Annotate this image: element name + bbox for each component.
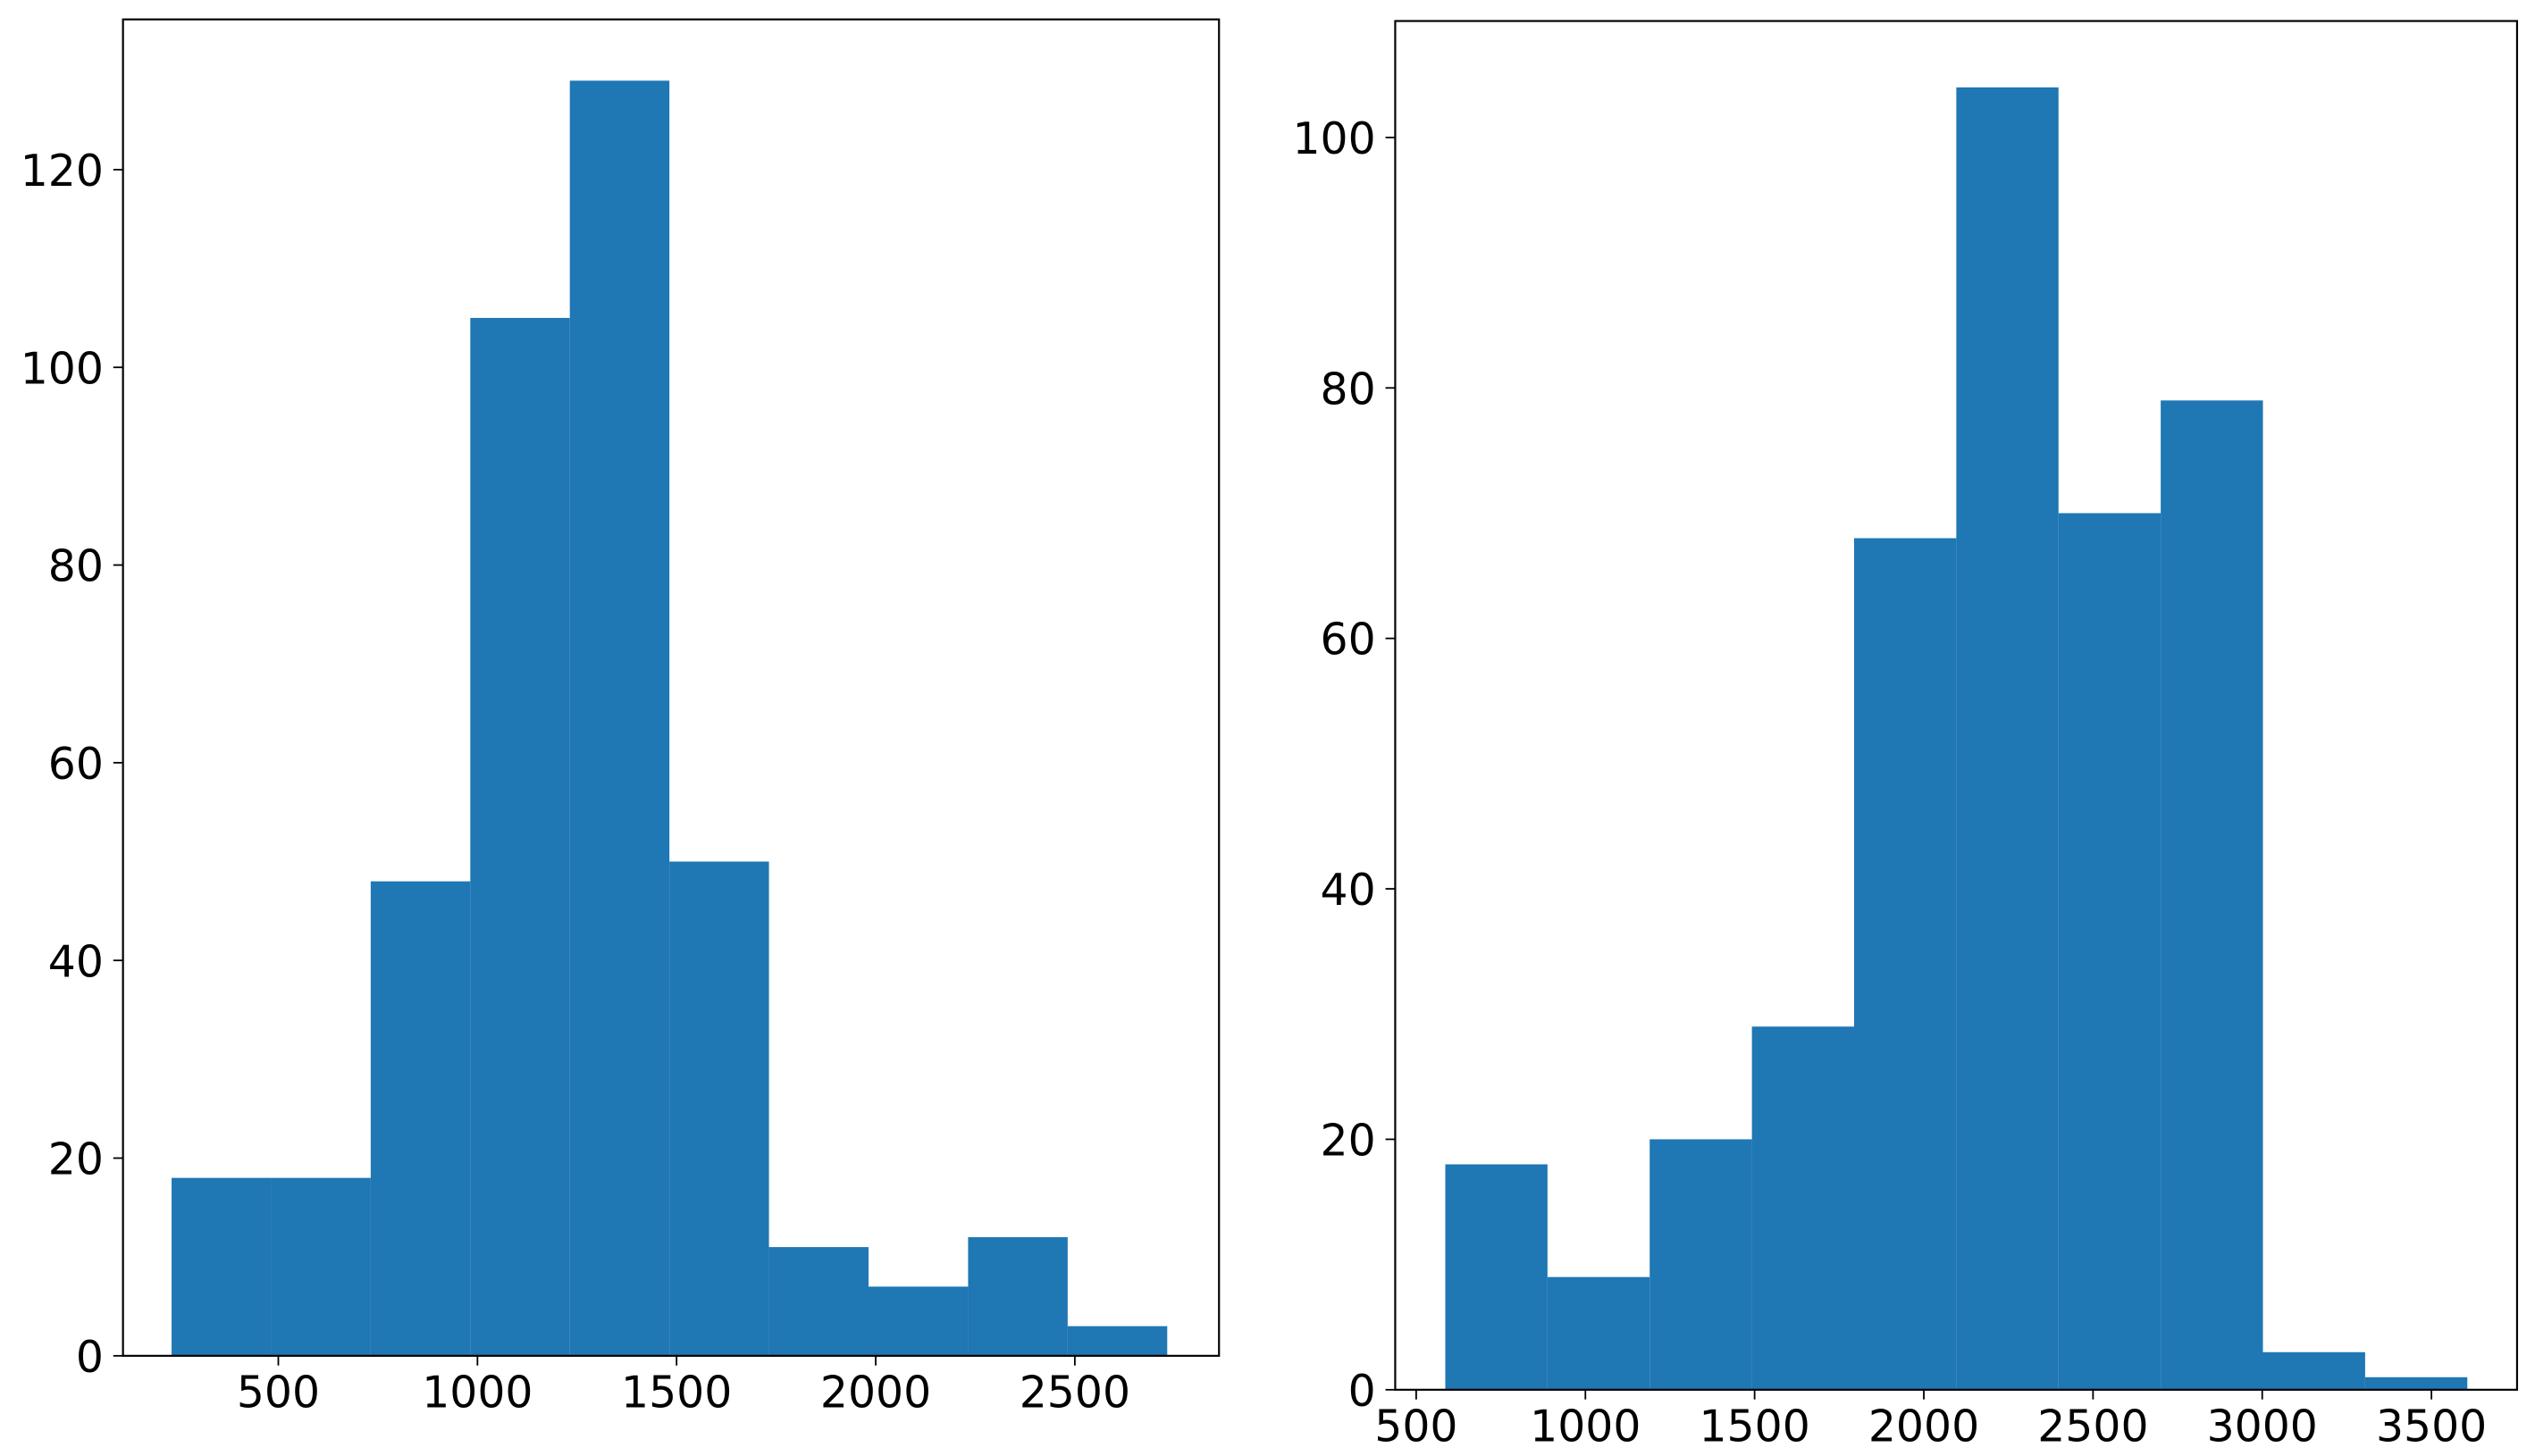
x-tick-label: 500 [237,1368,320,1418]
y-tick-label: 60 [1321,615,1376,665]
axes-frame [122,18,1221,1357]
x-tick-label: 2000 [1868,1402,1979,1452]
bar [2058,513,2161,1390]
bar [470,317,570,1356]
y-tick-label: 20 [48,1134,104,1185]
bar [2262,1351,2365,1390]
y-tick-label: 20 [1321,1116,1376,1167]
x-tick-label: 1500 [1700,1402,1810,1452]
y-tick-label: 120 [21,146,104,197]
x-tick-label: 2500 [2037,1402,2148,1452]
axes-frame [1394,20,2519,1391]
bar [2364,1377,2468,1390]
bar [370,881,471,1356]
x-tick-label: 2000 [820,1368,931,1418]
x-tick-label: 2500 [1020,1368,1130,1418]
x-tick-label: 1500 [621,1368,732,1418]
y-tick-label: 0 [76,1332,104,1383]
bar [1547,1276,1650,1390]
bar [1067,1326,1168,1356]
x-tick-label: 3500 [2376,1402,2487,1452]
x-tick-label: 500 [1374,1402,1457,1452]
bar [1853,538,1957,1390]
bar [569,80,670,1356]
y-tick-label: 80 [1321,364,1376,414]
bar [869,1286,969,1356]
bar [968,1237,1068,1356]
bar [669,861,769,1356]
x-tick-label: 1000 [422,1368,533,1418]
y-tick-label: 100 [1293,113,1376,164]
bar [271,1177,371,1356]
y-tick-label: 40 [1321,865,1376,916]
y-tick-label: 0 [1348,1366,1376,1417]
x-tick-label: 3000 [2207,1402,2318,1452]
y-tick-label: 60 [48,739,104,790]
bar [172,1177,272,1356]
y-tick-label: 40 [48,936,104,987]
bar [1956,87,2059,1390]
y-tick-label: 100 [21,343,104,394]
bar [1751,1026,1854,1390]
bar [1649,1139,1752,1390]
x-tick-label: 1000 [1530,1402,1641,1452]
bar [1445,1164,1548,1390]
bar [768,1247,869,1356]
y-tick-label: 80 [48,541,104,592]
bar [2161,400,2263,1390]
